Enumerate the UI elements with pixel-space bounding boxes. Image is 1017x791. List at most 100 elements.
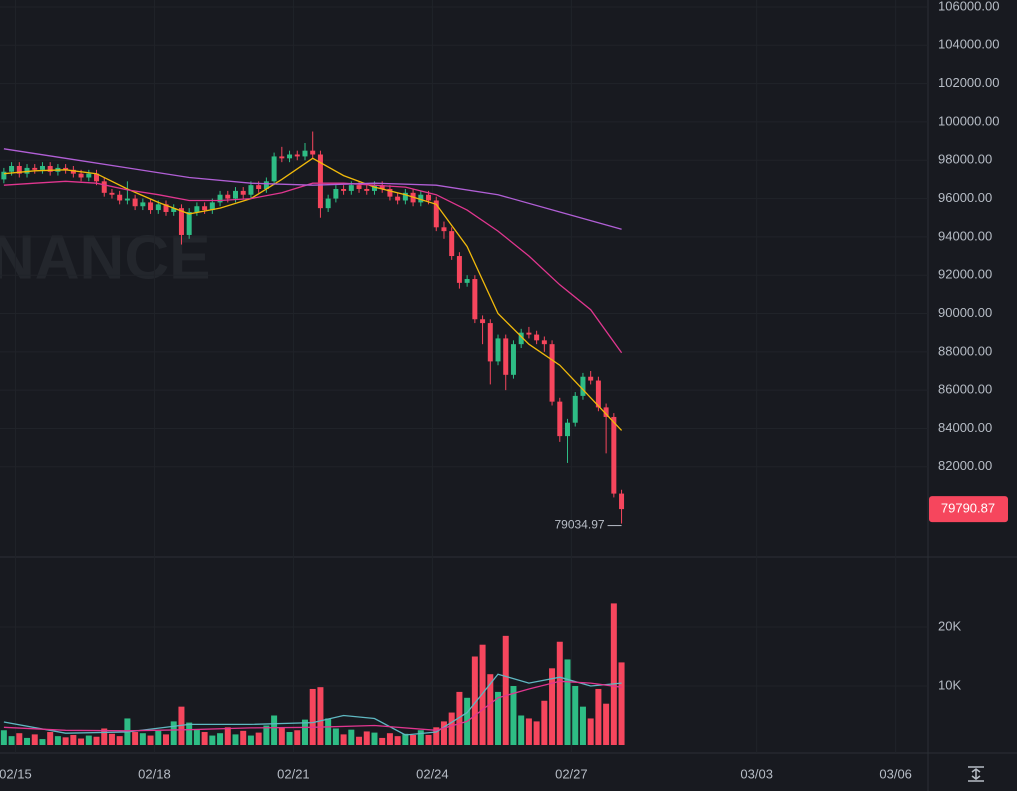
y-tick-label: 98000.00 — [938, 152, 992, 167]
candle-body — [565, 422, 571, 437]
last-price-label: 79790.87 — [941, 501, 995, 516]
candle-body — [148, 202, 154, 211]
candle-body — [472, 279, 478, 320]
volume-bar — [186, 722, 193, 745]
candle-body — [310, 150, 316, 155]
candle-body — [541, 340, 547, 345]
candle-body — [155, 204, 161, 211]
candle-body — [433, 200, 439, 228]
candle-body — [518, 332, 524, 345]
moving-average-line — [3, 157, 623, 431]
volume-bar — [379, 737, 386, 745]
volume-bar — [541, 700, 548, 745]
volume-bar — [255, 732, 262, 745]
volume-bar — [549, 668, 556, 745]
volume-bar — [224, 727, 231, 745]
fit-button[interactable] — [968, 766, 984, 782]
candle-body — [325, 198, 331, 209]
volume-bar — [603, 703, 610, 745]
candle-body — [294, 154, 300, 157]
x-tick-label: 02/27 — [555, 766, 588, 781]
candle-body — [526, 332, 532, 335]
x-tick-label: 02/15 — [0, 766, 32, 781]
volume-bar — [610, 603, 617, 745]
candle-body — [603, 407, 609, 417]
candle-body — [178, 208, 184, 235]
candle-body — [109, 192, 115, 195]
volume-bar — [155, 730, 162, 745]
volume-bar — [572, 686, 579, 745]
volume-bar — [510, 686, 517, 745]
volume-bar — [278, 727, 285, 745]
y-tick-label: 104000.00 — [938, 37, 999, 52]
candle-body — [117, 194, 123, 201]
x-tick-label: 02/21 — [277, 766, 310, 781]
moving-average-line — [3, 180, 623, 354]
candle-body — [580, 376, 586, 396]
volume-bar — [471, 656, 478, 745]
volume-bar — [433, 727, 440, 745]
candle-body — [47, 165, 53, 172]
candle-body — [194, 206, 200, 212]
candle-body — [387, 188, 393, 197]
candle-body — [595, 380, 601, 408]
candle-body — [225, 194, 231, 199]
candle-body — [449, 231, 455, 257]
volume-bar — [487, 674, 494, 745]
candle-body — [217, 194, 223, 203]
volume-bar — [101, 728, 108, 745]
candle-body — [371, 185, 377, 191]
candle-body — [63, 167, 69, 170]
candle-body — [9, 165, 15, 172]
volume-bar — [479, 644, 486, 745]
volume-bar — [247, 735, 254, 745]
candle-body — [24, 167, 30, 174]
candle-body — [232, 190, 238, 199]
candle-body — [503, 338, 509, 375]
candle-body — [426, 194, 432, 201]
volume-bar — [410, 734, 417, 745]
candle-body — [348, 185, 354, 191]
volume-bar — [371, 732, 378, 745]
volume-bar — [24, 737, 31, 745]
volume-bar — [556, 641, 563, 745]
candle-body — [302, 150, 308, 157]
candle-body — [557, 401, 563, 437]
low-label: 79034.97 — [554, 518, 604, 532]
volume-bar — [502, 635, 509, 745]
candle-body — [1, 171, 7, 180]
volume-bar — [209, 735, 216, 745]
candle-body — [171, 208, 177, 212]
y-tick-label: 90000.00 — [938, 305, 992, 320]
volume-bar — [139, 733, 146, 745]
y-tick-label: 94000.00 — [938, 228, 992, 243]
volume-bar — [587, 718, 594, 745]
moving-average-line — [3, 680, 622, 732]
candle-body — [418, 194, 424, 203]
volume-bar — [579, 706, 586, 745]
volume-bar — [263, 725, 270, 745]
candle-body — [279, 156, 285, 159]
volume-bar — [618, 662, 625, 745]
x-tick-label: 02/18 — [138, 766, 171, 781]
volume-bar — [595, 688, 602, 745]
volume-bar — [332, 728, 339, 745]
candle-body — [379, 185, 385, 189]
candle-body — [619, 493, 625, 510]
volume-bar — [518, 715, 525, 745]
volume-bar — [85, 735, 92, 745]
y-tick-label: 102000.00 — [938, 75, 999, 90]
candle-body — [395, 196, 401, 201]
volume-bar — [163, 734, 170, 745]
volume-bar — [108, 733, 115, 745]
volume-bar — [8, 736, 15, 745]
volume-bar — [525, 718, 532, 745]
candle-body — [456, 256, 462, 283]
candle-body — [209, 202, 215, 211]
y-tick-label: 82000.00 — [938, 458, 992, 473]
volume-bar — [425, 734, 432, 745]
volume-bar — [448, 712, 455, 745]
candle-body — [140, 202, 146, 207]
volume-bar — [340, 734, 347, 745]
